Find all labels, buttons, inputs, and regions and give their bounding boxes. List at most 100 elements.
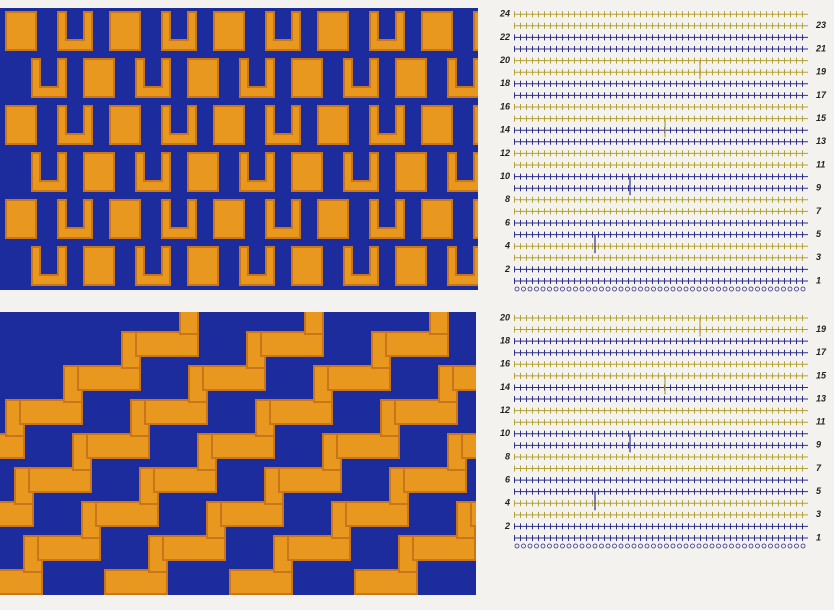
stitch-u <box>161 11 197 51</box>
stitch-u <box>473 11 478 51</box>
photo-bottom-pattern <box>0 312 834 595</box>
chart-bottom: 20 18 16 14 12 10 8 6 4 2 19 17 15 13 11 9 7 5 3 1 <box>499 312 827 549</box>
stitch-u <box>135 246 171 286</box>
stitch-u <box>343 58 379 98</box>
stitch-riser <box>573 434 591 470</box>
row-number: 15 <box>816 113 827 123</box>
chain-stitch <box>690 543 695 549</box>
chain-stitch <box>605 286 611 292</box>
row-number: 16 <box>500 359 511 369</box>
row-number: 5 <box>816 486 822 496</box>
stitch-u <box>31 246 67 286</box>
chain-stitch <box>748 543 754 549</box>
stitch-riser <box>631 400 649 436</box>
stitch-riser <box>689 366 707 402</box>
stitch-u <box>31 58 67 98</box>
stitch-step <box>153 467 217 493</box>
stitch-block <box>187 152 219 192</box>
stitch-step <box>77 365 141 391</box>
chain-stitch <box>638 543 643 549</box>
stitch-block <box>317 199 349 239</box>
row-number: 6 <box>505 217 511 227</box>
chain-stitch <box>729 286 734 292</box>
row-number: 12 <box>500 148 510 158</box>
chain-stitch <box>540 543 546 549</box>
stitch-step <box>412 535 476 561</box>
stitch-u <box>265 199 301 239</box>
chain-stitch <box>755 543 760 549</box>
chain-stitch <box>573 543 578 549</box>
stitch-u <box>369 105 405 145</box>
stitch-block <box>395 58 427 98</box>
chain-stitch <box>651 286 656 292</box>
chain-stitch <box>651 543 656 549</box>
stitch-step <box>162 535 226 561</box>
row-number: 4 <box>504 498 510 508</box>
stitch-u <box>57 105 93 145</box>
chain-stitch <box>586 543 591 549</box>
chain-stitch <box>683 543 689 549</box>
row-number: 8 <box>505 451 510 461</box>
stitch-riser <box>582 502 600 538</box>
stitch-step <box>278 467 342 493</box>
stitch-riser <box>429 312 449 335</box>
stitch-u <box>369 11 405 51</box>
row-number: 7 <box>816 463 822 473</box>
stitch-block <box>291 58 323 98</box>
stitch-u <box>57 199 93 239</box>
row-number: 19 <box>816 67 826 77</box>
row-number: 11 <box>816 417 825 427</box>
stitch-riser <box>524 536 542 572</box>
stitch-riser <box>756 400 774 436</box>
chain-stitch <box>592 543 598 549</box>
stitch-u <box>239 246 275 286</box>
chain-stitch <box>696 543 702 549</box>
stitch-step <box>202 365 266 391</box>
stitch-riser <box>823 434 834 470</box>
stitch-riser <box>640 468 658 504</box>
chain-stitch <box>534 286 539 292</box>
stitch-block <box>213 199 245 239</box>
row-number: 12 <box>500 405 510 415</box>
chain-stitch <box>729 543 734 549</box>
row-number: 19 <box>816 324 826 334</box>
chain-stitch <box>670 286 676 292</box>
chain-stitch <box>761 286 767 292</box>
chain-stitch <box>553 286 559 292</box>
row-number: 2 <box>504 521 510 531</box>
chain-stitch <box>716 286 721 292</box>
chain-stitch <box>514 543 520 549</box>
chain-stitch <box>703 543 708 549</box>
chain-stitch <box>768 286 773 292</box>
stitch-step <box>587 434 649 458</box>
stitch-block <box>317 11 349 51</box>
stitch-step <box>354 569 418 595</box>
photo-top <box>0 8 478 290</box>
stitch-u <box>31 152 67 192</box>
row-number: 21 <box>815 43 826 53</box>
chain-stitch <box>722 286 728 292</box>
chain-stitch <box>800 543 806 549</box>
chain-stitch <box>592 286 598 292</box>
stitch-step <box>461 433 476 459</box>
chain-stitch <box>540 286 546 292</box>
row-number: 3 <box>816 252 821 262</box>
stitch-step <box>828 366 834 390</box>
stitch-u <box>57 11 93 51</box>
chain-stitch <box>742 543 747 549</box>
stitch-step <box>135 331 199 357</box>
stitch-step <box>269 399 333 425</box>
stitch-u <box>473 199 478 239</box>
chain-stitch <box>735 543 741 549</box>
row-number: 13 <box>816 393 826 403</box>
stitch-u <box>447 152 478 192</box>
stitch-step <box>385 331 449 357</box>
chain-stitch <box>768 543 773 549</box>
stitch-step <box>144 399 208 425</box>
stitch-riser <box>698 434 716 470</box>
chain-stitch <box>787 543 793 549</box>
stitch-block <box>291 246 323 286</box>
chain-stitch <box>774 543 780 549</box>
stitch-step <box>95 501 159 527</box>
stitch-step <box>327 365 391 391</box>
